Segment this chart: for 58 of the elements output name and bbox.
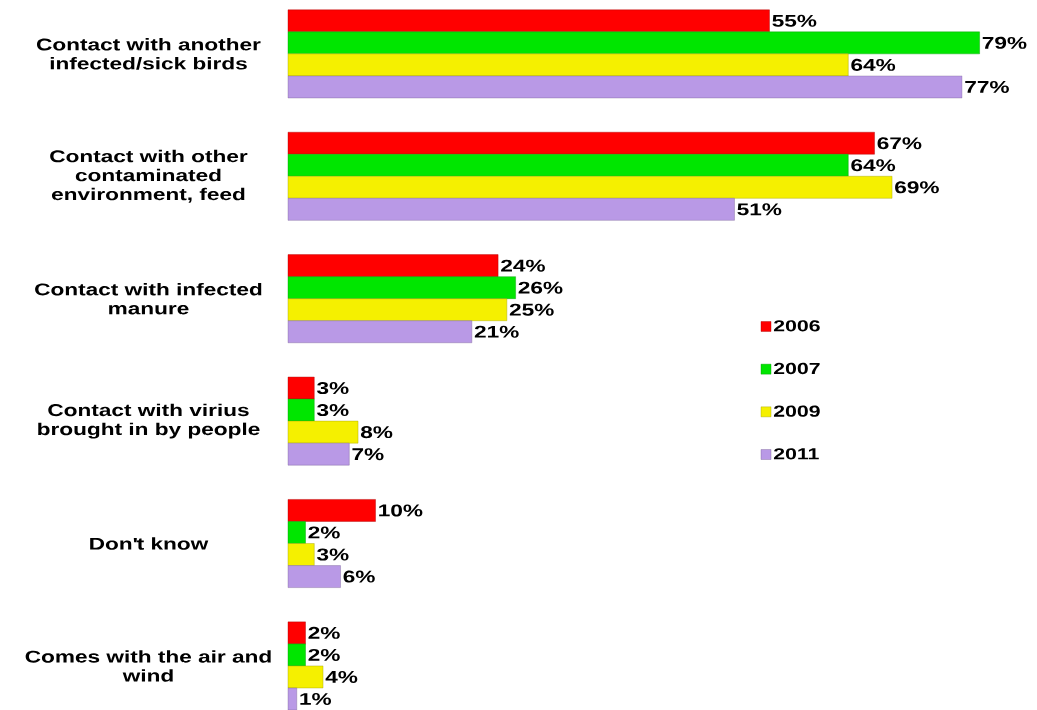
bar [287, 621, 306, 645]
bar [287, 687, 297, 710]
data-label: 10% [379, 504, 423, 517]
bar [287, 132, 875, 155]
y-tick-label: Contact with another infected/sick birds [36, 38, 261, 70]
bar [287, 565, 341, 588]
data-label: 24% [501, 259, 545, 272]
legend-label: 2006 [773, 320, 820, 332]
bar [287, 665, 324, 689]
data-label: 6% [343, 570, 375, 583]
data-label: 77% [965, 80, 1009, 93]
bar [287, 298, 508, 321]
legend-label: 2011 [773, 448, 819, 460]
legend-label: 2007 [773, 362, 820, 375]
data-label: 64% [851, 58, 896, 71]
data-label: 2% [308, 626, 340, 639]
data-label: 3% [316, 404, 349, 417]
data-label: 7% [352, 448, 384, 461]
y-tick-label: Contact with other contaminated environment, feed [50, 149, 248, 203]
data-label: 2% [308, 526, 340, 539]
bar [287, 176, 893, 199]
data-label: 2% [308, 648, 340, 661]
bar [287, 442, 350, 466]
data-label: 3% [316, 382, 349, 395]
data-label: 25% [509, 303, 554, 316]
bar [287, 31, 980, 55]
bar [287, 376, 315, 400]
bar [287, 499, 376, 522]
bar [287, 75, 963, 99]
data-label: 55% [772, 14, 817, 27]
bar [287, 521, 306, 544]
bar [287, 320, 473, 343]
data-label: 79% [982, 36, 1027, 49]
bar [287, 276, 516, 299]
y-tick-label: Don't know [90, 537, 209, 550]
data-label: 1% [300, 693, 332, 705]
bar [287, 254, 499, 277]
y-tick-label: Contact with virius brought in by people [38, 403, 260, 439]
data-label: 8% [360, 426, 393, 439]
bar [287, 398, 315, 422]
data-label: 64% [851, 159, 896, 172]
bar [287, 53, 849, 77]
bar [287, 543, 315, 566]
bar [287, 420, 359, 444]
bar [287, 643, 306, 667]
data-label: 67% [877, 137, 922, 150]
data-label: 69% [895, 181, 939, 194]
data-label: 26% [518, 281, 563, 294]
bar [287, 9, 770, 33]
y-tick-label: Contact with infected manure [35, 282, 262, 315]
bar [287, 154, 849, 177]
data-label: 4% [325, 670, 358, 683]
y-tick-label: Comes with the air and wind [25, 650, 271, 682]
legend-label: 2009 [773, 405, 820, 417]
data-label: 3% [316, 548, 349, 561]
data-label: 21% [474, 325, 519, 338]
bar [287, 198, 735, 221]
data-label: 51% [737, 203, 782, 216]
